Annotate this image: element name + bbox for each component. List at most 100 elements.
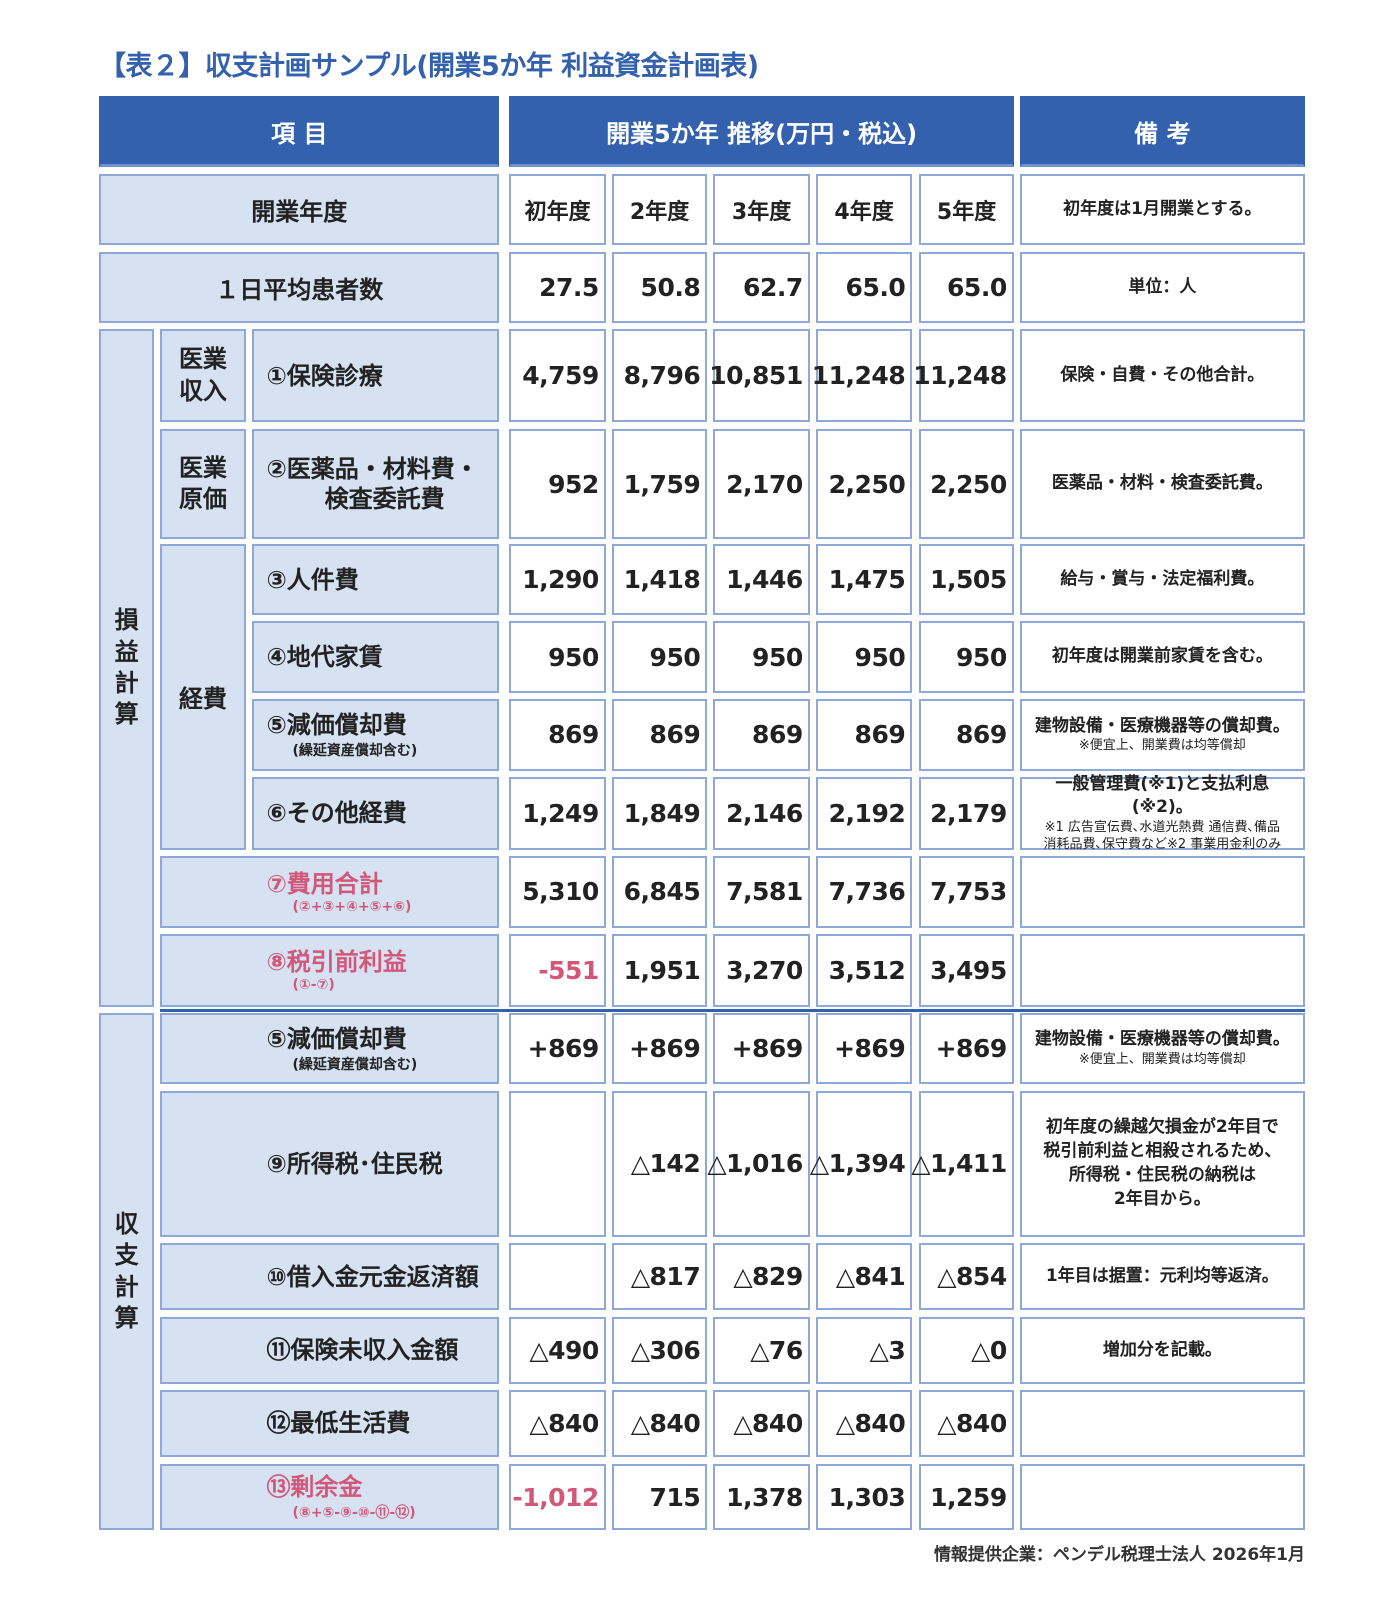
row-value: 1,759	[611, 429, 708, 540]
row-value: 869	[919, 699, 1014, 771]
row-value: 10,851	[709, 329, 810, 423]
note-text: 一般管理費(※1)と支払利息(※2)。	[1055, 773, 1270, 818]
row-sublabel: (繰延資産償却含む)	[292, 742, 418, 759]
value-text: 3年度	[731, 199, 792, 225]
value-text: △829	[733, 1262, 803, 1292]
row-value: 950	[919, 621, 1014, 693]
row-value: △76	[713, 1317, 810, 1384]
value-text: 11,248	[913, 361, 1007, 391]
row-value: 3,512	[815, 933, 913, 1007]
row-label-text: ⑦費用合計	[266, 869, 383, 898]
row-value: △306	[611, 1317, 708, 1384]
value-text: 7,753	[930, 877, 1007, 907]
row-value: △1,411	[911, 1090, 1014, 1238]
row-value: 2,146	[713, 776, 810, 850]
row-value: 7,581	[713, 855, 810, 928]
row-label: ⑪保険未収入金額	[159, 1317, 500, 1384]
group-expense-label: 経費	[178, 685, 227, 714]
row-value: △1,016	[707, 1090, 810, 1238]
row-value: 1,475	[815, 544, 913, 615]
row-value: 3,495	[919, 933, 1014, 1007]
row-value: +869	[815, 1012, 913, 1085]
row-value: △0	[919, 1317, 1014, 1384]
row-value: 6,845	[611, 855, 708, 928]
value-text: △1,016	[707, 1149, 803, 1179]
value-text: 3,512	[828, 955, 906, 985]
patients-note: 単位：人	[1019, 252, 1305, 323]
value-text: 50.8	[640, 273, 701, 302]
row-value: 8,796	[611, 329, 708, 423]
row-value: △840	[611, 1389, 708, 1457]
value-text: △817	[630, 1262, 701, 1292]
row-value: 1,951	[611, 933, 708, 1007]
value-text: +869	[731, 1034, 804, 1064]
patients-label: １日平均患者数	[99, 252, 500, 323]
value-text: 3,495	[930, 955, 1007, 985]
row-sublabel: (①-⑦)	[292, 977, 335, 994]
row-value: -551	[509, 933, 606, 1007]
value-text: 2年度	[629, 199, 690, 225]
row-label: ⑨所得税･住民税	[159, 1090, 500, 1238]
patients-value: 27.5	[509, 252, 606, 323]
patients-value: 65.0	[919, 252, 1014, 323]
value-text: 950	[548, 642, 599, 672]
value-text: 950	[956, 642, 1007, 672]
row-value: 1,249	[509, 776, 606, 850]
row-value: △817	[611, 1243, 708, 1310]
header-trend-label: 開業5か年 推移(万円・税込)	[606, 119, 918, 148]
row-value: 2,179	[919, 776, 1014, 850]
group-cost: 医業原価	[159, 429, 246, 540]
section-divider	[159, 1008, 1305, 1012]
value-text: 1,951	[623, 955, 701, 985]
row-value: +869	[919, 1012, 1014, 1085]
value-text: 1,759	[623, 469, 701, 499]
row-note: 増加分を記載。	[1019, 1317, 1305, 1384]
row-value: 952	[509, 429, 606, 540]
row-label: ①保険診療	[252, 329, 500, 423]
note-text: 増加分を記載。	[1102, 1339, 1222, 1360]
row-value: 869	[611, 699, 708, 771]
row-value: 11,248	[812, 329, 913, 423]
row-value: 715	[611, 1463, 708, 1531]
header-item-label: 項 目	[271, 119, 328, 148]
row-label: ⑥その他経費	[252, 776, 500, 850]
row-value: △490	[509, 1317, 606, 1384]
value-text: 5,310	[522, 877, 599, 907]
years-value: 5年度	[919, 174, 1014, 245]
value-text: 869	[752, 720, 803, 750]
value-text: 1,418	[623, 565, 701, 595]
patients-value: 62.7	[713, 252, 810, 323]
group-revenue-label: 医業収入	[178, 345, 227, 405]
years-label: 開業年度	[99, 174, 500, 245]
value-text: △1,394	[809, 1149, 906, 1179]
value-text: △840	[733, 1408, 803, 1438]
note-text: 給与・賞与・法定福利費。	[1060, 568, 1265, 589]
value-text: 1,303	[828, 1482, 906, 1512]
row-label-text: ⑧税引前利益	[266, 948, 407, 977]
row-value: 2,192	[815, 776, 913, 850]
row-label-text: ⑤減価償却費	[266, 1024, 407, 1053]
note-text: 保険・自費・その他合計。	[1060, 364, 1265, 385]
row-value: △854	[919, 1243, 1014, 1310]
value-text: 27.5	[539, 273, 599, 302]
value-text: 950	[752, 642, 803, 672]
row-label-text: ④地代家賃	[266, 643, 383, 672]
row-value: △142	[611, 1090, 708, 1238]
row-label-text: ⑥その他経費	[266, 799, 407, 828]
row-value: 2,250	[919, 429, 1014, 540]
row-value: 869	[815, 699, 913, 771]
row-value: 1,378	[713, 1463, 810, 1531]
row-label: ⑫最低生活費	[159, 1389, 500, 1457]
value-text: 65.0	[845, 273, 906, 302]
row-note	[1019, 1463, 1305, 1531]
value-text: △306	[630, 1335, 701, 1365]
row-label-text: ③人件費	[266, 565, 359, 594]
years-value: 2年度	[611, 174, 708, 245]
years-value: 初年度	[509, 174, 606, 245]
value-text: 1,259	[930, 1482, 1007, 1512]
page-title: 【表２】収支計画サンプル(開業5か年 利益資金計画表)	[99, 51, 759, 82]
value-text: 1,249	[522, 798, 599, 828]
row-value: +869	[611, 1012, 708, 1085]
row-sublabel: (繰延資産償却含む)	[292, 1056, 418, 1073]
value-text: △1,411	[911, 1149, 1007, 1179]
